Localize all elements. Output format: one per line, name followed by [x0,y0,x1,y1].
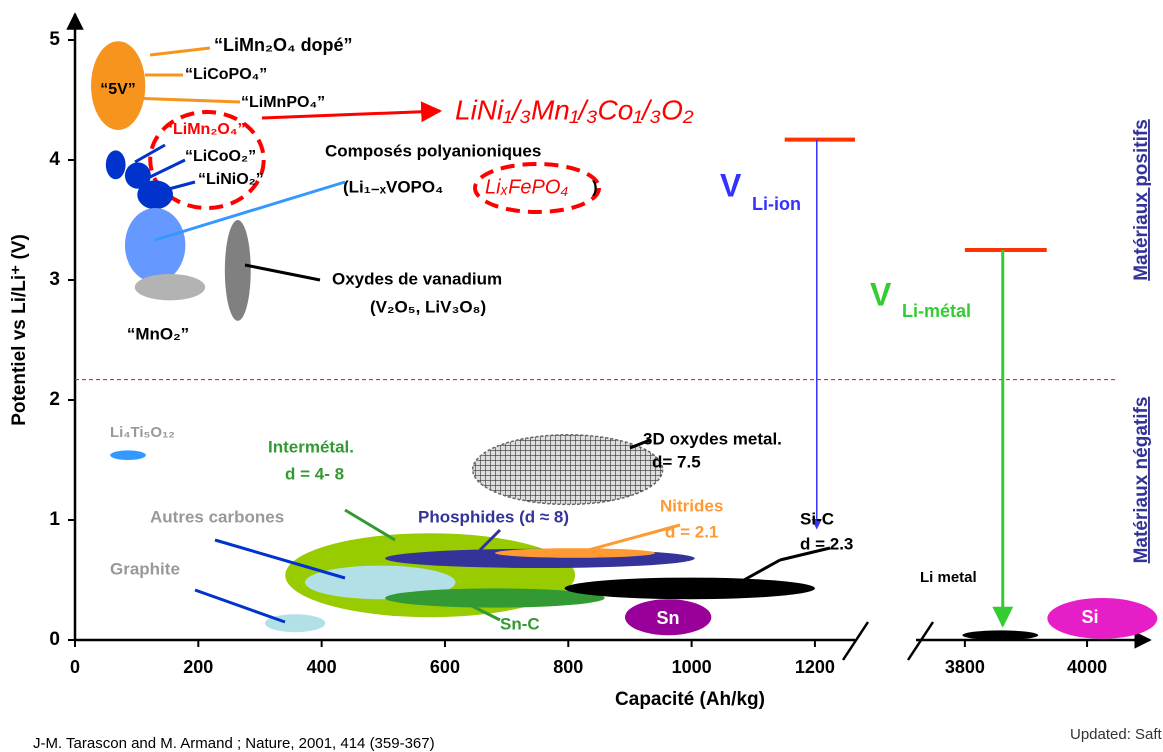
y-tick-label: 0 [49,629,60,650]
x-tick-label: 200 [183,657,213,677]
annotation: Autres carbones [150,507,284,526]
annotation: Updated: Saft (2005) [1070,726,1163,743]
annotation: (Li₁₋ₓVOPO₄ [343,177,443,196]
y-tick-label: 5 [49,29,60,50]
annotation: Composés polyanioniques [325,141,541,160]
leader-line [469,603,501,622]
annotation: Si [1081,607,1098,627]
leader-arrow [261,101,443,123]
annotation: Intermétal. [268,437,354,456]
annotation: d = 2.3 [800,534,853,553]
y-tick-label: 2 [49,389,60,410]
x-tick-label: 600 [430,657,460,677]
annotation: Oxydes de vanadium [332,269,502,288]
annotation: V [720,167,742,203]
region [625,599,712,636]
x-tick-label: 0 [70,657,80,677]
region [91,41,146,130]
annotation: ) [592,177,598,196]
leader-line [344,508,396,542]
annotation: LiₓFePO₄ [485,176,568,198]
annotation: Phosphides (d ≈ 8) [418,507,569,526]
annotation: “LiMn₂O₄” [165,121,246,138]
x-tick-label: 400 [307,657,337,677]
leader-line [194,588,286,624]
region [124,162,151,189]
annotation: Graphite [110,559,180,578]
region [1047,598,1158,639]
region [962,630,1039,640]
annotation: d = 2.1 [665,522,718,541]
y-tick-label: 1 [49,509,60,530]
y-axis-label: Potentiel vs Li/Li⁺ (V) [9,234,30,426]
annotation: “LiCoO₂” [185,148,256,165]
region [304,565,456,600]
annotation: Matériaux positifs [1131,119,1152,281]
leader-line [129,96,241,104]
y-tick-label: 4 [49,149,60,170]
region [105,150,126,180]
x-axis-label: Capacité (Ah/kg) [615,689,765,710]
leader-line [478,528,502,552]
region [134,274,206,301]
annotation: V [870,276,892,312]
annotation: “LiNiO₂” [198,171,264,188]
annotation: “5V” [100,81,136,98]
annotation: “LiCoPO₄” [185,66,267,83]
x-tick-label: 1000 [672,657,712,677]
region [148,110,266,210]
x-tick-label: 1200 [795,657,835,677]
annotation: Li-métal [902,301,971,321]
annotation: Sn-C [500,614,540,633]
annotation: Matériaux négatifs [1131,397,1152,564]
leader-line [164,180,196,192]
leader-line [569,523,681,557]
annotation: “MnO₂” [127,324,189,343]
leader-line [779,546,831,562]
annotation: Li₄Ti₅O₁₂ [110,424,175,441]
region [471,434,664,506]
leader-line [149,46,211,57]
annotation: J-M. Tarascon and M. Armand ; Nature, 20… [33,735,435,752]
leader-line [244,263,321,282]
region [564,577,815,600]
annotation: Li metal [920,569,977,586]
x-tick-label: 800 [553,657,583,677]
x-tick-label: 4000 [1067,657,1107,677]
annotation: Si-C [800,509,834,528]
annotation: “LiMn₂O₄ dopé” [214,35,353,55]
region [110,450,146,461]
annotation: d = 4- 8 [285,464,344,483]
region [385,588,605,608]
region [137,180,174,210]
leader-line [629,438,651,450]
annotation: Li-ion [752,194,801,214]
axes [66,12,1152,661]
leader-line [154,180,346,242]
leader-line [734,558,781,587]
annotation: Sn [656,608,679,628]
annotation: 3D oxydes metal. [643,429,782,448]
annotation: d= 7.5 [652,452,701,471]
leader-line [149,158,186,179]
x-tick-label: 3800 [945,657,985,677]
leader-line [134,143,166,164]
annotation: LiNi₁/₃Mn₁/₃Co₁/₃O₂ [455,94,694,125]
region [124,208,186,283]
region [224,220,251,321]
annotation: (V₂O₅, LiV₃O₈) [370,297,486,316]
annotation: Nitrides [660,496,723,515]
leader-line [214,538,346,580]
highlight-ring [473,162,601,214]
y-tick-label: 3 [49,269,60,290]
annotation: “LiMnPO₄” [241,94,325,111]
